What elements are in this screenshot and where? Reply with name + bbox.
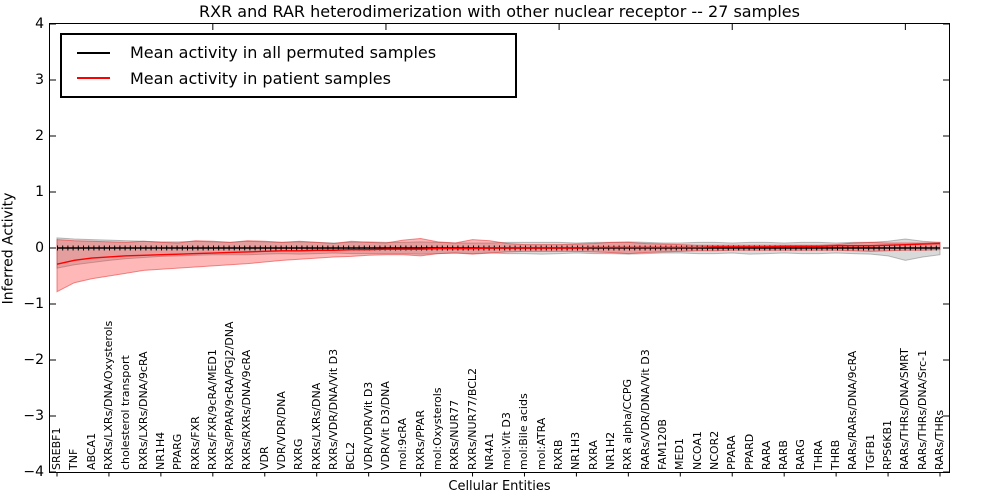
x-tick-label: RARs/THRs/DNA/Src-1	[915, 349, 929, 470]
y-tick-label: 0	[35, 239, 44, 256]
x-tick-label: FAM120B	[655, 419, 669, 470]
confidence-band-1	[56, 237, 941, 293]
x-tick-label: RARs/THRs	[933, 409, 946, 470]
y-tick-label: −2	[23, 351, 44, 368]
x-tick-label: RARG	[794, 439, 808, 470]
x-tick-label: RXR alpha/CCPG	[621, 378, 635, 470]
x-tick-label: PPARD	[742, 433, 756, 470]
y-tick-label: −1	[23, 295, 44, 312]
black-line-swatch-icon	[77, 51, 110, 54]
x-tick-label: NR1H4	[153, 431, 167, 470]
x-tick-label: NR4A1	[482, 432, 496, 470]
x-tick-label: RARs/THRs/DNA/SMRT	[898, 348, 912, 470]
x-tick-label: VDR/VDR/Vit D3	[361, 381, 375, 470]
x-tick-label: NR1H3	[569, 431, 583, 470]
x-tick-label: RXRs/NUR77/BCL2	[465, 367, 479, 470]
x-tick-label: RARs/VDR/DNA/Vit D3	[638, 349, 652, 470]
x-tick-label: BCL2	[344, 441, 358, 470]
x-axis-label: Cellular Entities	[448, 479, 551, 494]
x-tick-label: RXRs/RXRs/DNA/9cRA	[240, 349, 254, 470]
x-tick-label: THRB	[829, 439, 843, 470]
y-tick-label: 2	[35, 127, 44, 144]
x-tick-label: RXRs/LXRs/DNA/9cRA	[136, 351, 150, 470]
x-tick-label: RXRs/PPAR/9cRA/PGJ2/DNA	[223, 321, 237, 471]
x-tick-label: VDR	[257, 446, 271, 470]
x-tick-label: RXRs/FXR	[188, 416, 202, 470]
x-tick-label: RXRs/VDR/DNA/Vit D3	[327, 348, 341, 470]
x-tick-label: VDR/Vit D3/DNA	[378, 381, 392, 470]
x-tick-label: RARs/RARs/DNA/9cRA	[846, 350, 860, 470]
x-tick-label: RARB	[777, 440, 791, 470]
x-tick-label: mol:Oxysterols	[430, 387, 444, 471]
y-tick-label: 1	[35, 183, 44, 200]
x-tick-label: VDR/VDR/DNA	[275, 391, 289, 470]
legend: Mean activity in all permuted samples Me…	[60, 33, 517, 98]
x-tick-label: mol:Vit D3	[500, 412, 514, 470]
x-tick-label: mol:ATRA	[534, 417, 548, 470]
y-tick-label: 4	[35, 15, 44, 32]
legend-item-permuted: Mean activity in all permuted samples	[62, 43, 515, 62]
x-tick-label: RXRs/LXRs/DNA	[309, 382, 323, 470]
y-tick-label: −4	[23, 463, 44, 480]
y-tick-label: 3	[35, 71, 44, 88]
x-tick-label: RXRs/LXRs/DNA/Oxysterols	[101, 320, 115, 470]
x-tick-label: mol:9cRA	[396, 418, 410, 470]
x-tick-label: THRA	[811, 440, 825, 470]
x-tick-label: RXRs/NUR77	[448, 399, 462, 470]
x-tick-label: NR1H2	[604, 431, 618, 470]
x-tick-label: cholesterol transport	[119, 355, 133, 470]
x-tick-label: RXRA	[586, 440, 600, 470]
x-tick-label: PPARA	[725, 435, 739, 470]
x-tick-label: TNF	[67, 448, 81, 470]
plot-canvas	[50, 23, 949, 477]
x-tick-label: RXRG	[292, 438, 306, 470]
legend-label-patient: Mean activity in patient samples	[130, 68, 391, 88]
plot-area	[49, 23, 950, 477]
mean-line-1	[56, 242, 941, 265]
x-tick-label: RXRs/PPAR	[413, 410, 427, 470]
x-tick-label: RPS6KB1	[881, 419, 895, 470]
x-tick-label: RXRB	[552, 439, 566, 470]
y-tick-label: −3	[23, 407, 44, 424]
red-line-swatch-icon	[77, 77, 110, 80]
x-tick-label: SREBF1	[50, 427, 63, 470]
legend-label-permuted: Mean activity in all permuted samples	[130, 43, 437, 63]
chart-title: RXR and RAR heterodimerization with othe…	[199, 2, 800, 21]
x-tick-label: RXRs/FXR/9cRA/MED1	[205, 349, 219, 470]
x-tick-label: TGFB1	[863, 433, 877, 470]
x-tick-label: NCOA1	[690, 431, 704, 470]
x-tick-label: mol:Bile acids	[517, 393, 531, 470]
x-tick-label: PPARG	[171, 433, 185, 470]
x-tick-label: ABCA1	[84, 432, 98, 470]
x-tick-label: RARA	[759, 440, 773, 470]
legend-item-patient: Mean activity in patient samples	[62, 69, 515, 88]
x-tick-label: NCOR2	[707, 430, 721, 470]
x-tick-label: MED1	[673, 438, 687, 470]
